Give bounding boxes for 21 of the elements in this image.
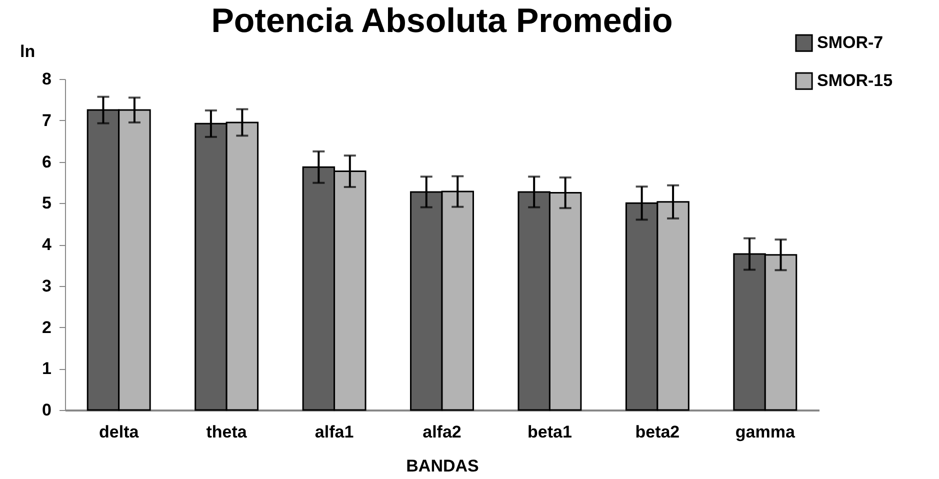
y-tick-label: 2 [42,318,52,337]
x-tick-label: theta [206,422,248,442]
x-tick-label: alfa2 [422,422,462,442]
x-tick-label: gamma [735,422,796,442]
y-tick-label: 8 [42,70,52,88]
y-tick-label: 6 [42,152,52,172]
y-tick-label: 5 [42,194,52,213]
y-tick-label: 1 [42,359,52,378]
y-tick-label: 3 [42,276,52,296]
y-tick-label: 0 [42,400,52,420]
chart-title: Potencia Absoluta Promedio [211,2,673,40]
y-tick-label: 7 [42,110,52,130]
x-tick-label: delta [99,422,140,442]
y-tick-label: 4 [42,235,52,254]
y-axis-title: ln [20,42,36,61]
x-tick-label: beta2 [635,422,680,442]
legend-label: SMOR-15 [817,71,893,90]
x-tick-label: alfa1 [314,422,354,442]
legend-label: SMOR-7 [817,33,884,52]
x-tick-label: beta1 [528,422,572,442]
x-axis-title: BANDAS [406,456,479,476]
